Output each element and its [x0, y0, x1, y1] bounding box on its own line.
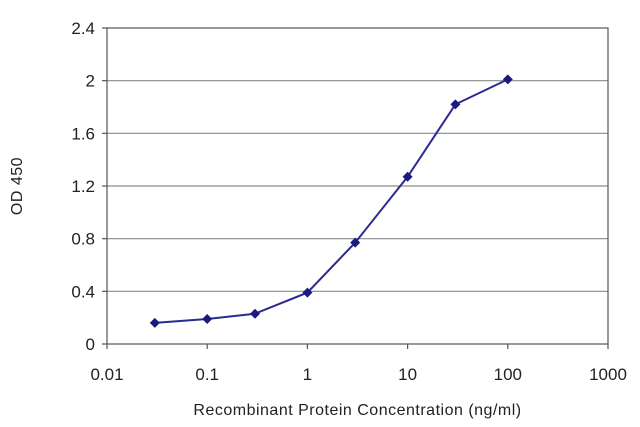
y-tick-label-2: 0.8 [71, 230, 95, 249]
data-point-6 [450, 99, 461, 110]
y-axis-ticks: 0 0.4 0.8 1.2 1.6 2 2.4 [71, 19, 107, 354]
grid-lines [107, 80, 608, 292]
y-tick-label-4: 1.6 [71, 124, 95, 143]
y-tick-label-3: 1.2 [71, 177, 95, 196]
x-tick-label-2: 1 [303, 365, 312, 384]
x-tick-label-0: 0.01 [90, 365, 123, 384]
y-tick-label-6: 2.4 [71, 19, 95, 38]
data-point-3 [302, 287, 313, 298]
x-tick-label-4: 100 [494, 365, 522, 384]
y-axis-label: OD 450 [9, 157, 26, 215]
x-axis-ticks: 0.01 0.1 1 10 100 1000 [90, 344, 627, 384]
data-point-7 [502, 74, 513, 85]
series-line [154, 78, 509, 324]
x-axis-label: Recombinant Protein Concentration (ng/ml… [193, 402, 521, 419]
y-tick-label-1: 0.4 [71, 282, 95, 301]
y-tick-label-5: 2 [86, 72, 95, 91]
data-point-4 [350, 237, 361, 248]
y-tick-label-0: 0 [86, 335, 95, 354]
x-tick-label-3: 10 [398, 365, 417, 384]
data-point-2 [250, 308, 260, 319]
data-points [149, 74, 513, 328]
data-point-1 [202, 314, 213, 324]
data-point-5 [402, 171, 413, 182]
data-point-0 [149, 317, 160, 328]
x-tick-label-1: 0.1 [195, 365, 219, 384]
x-tick-label-5: 1000 [589, 365, 627, 384]
